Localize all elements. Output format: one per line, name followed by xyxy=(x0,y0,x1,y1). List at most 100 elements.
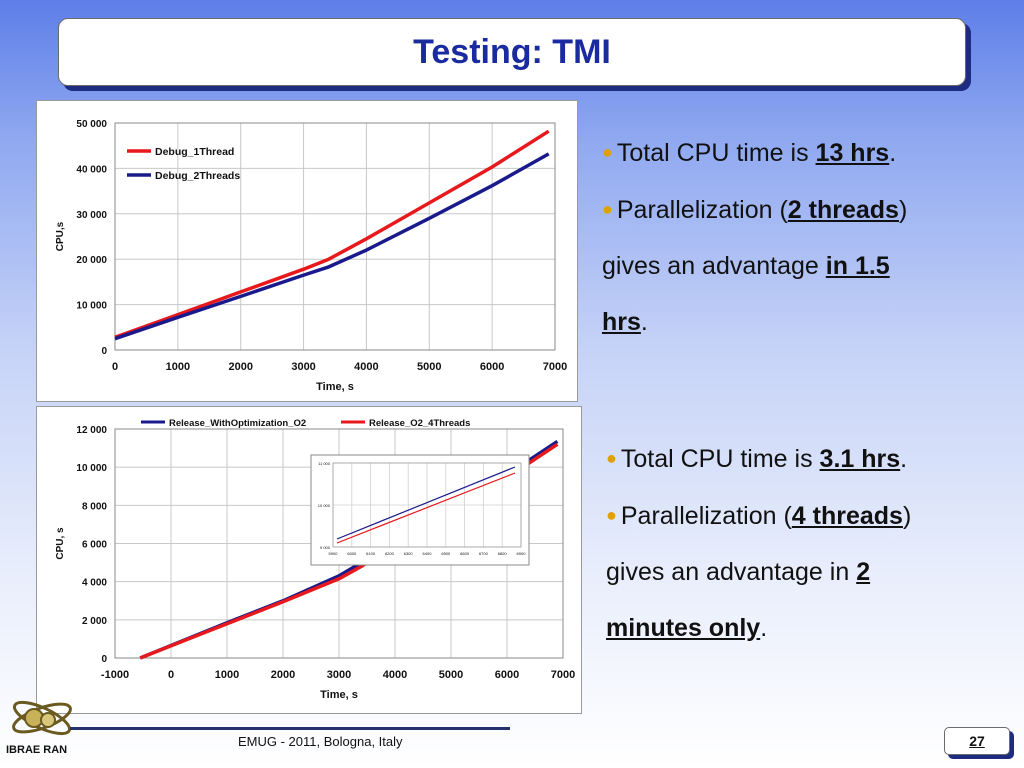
bullet-emphasis: 2 xyxy=(856,558,871,586)
bullet-text-end: . xyxy=(889,139,897,167)
atom-logo-icon xyxy=(12,700,72,736)
y-tick-label: 50 000 xyxy=(76,119,107,130)
legend-label: Debug_1Thread xyxy=(155,146,234,158)
y-tick-label: 20 000 xyxy=(76,255,107,266)
x-tick-label: 4000 xyxy=(354,361,378,373)
inset-x-tick: 6100 xyxy=(366,551,376,556)
chart-debug-box: 0 1000 2000 3000 4000 5000 6000 7000 0 10 000 20 0… xyxy=(36,100,578,402)
bullet-row: hrs. xyxy=(602,294,907,350)
bullet-text-end: ) xyxy=(902,502,912,530)
bullet-row: gives an advantage in 2 xyxy=(606,544,911,600)
series-line xyxy=(114,152,550,341)
inset-x-tick: 6500 xyxy=(441,551,451,556)
x-axis-label: Time, s xyxy=(316,381,354,393)
bullet-dot-icon: ● xyxy=(602,199,613,219)
x-tick-label: 2000 xyxy=(271,669,295,681)
bullet-text-end: . xyxy=(760,614,768,642)
bullet-dot-icon: ● xyxy=(606,448,617,468)
bullets-bottom: ● Total CPU time is 3.1 hrs. ● Paralleliza… xyxy=(606,430,911,656)
y-axis-label: CPU,s xyxy=(55,221,66,251)
y-tick-label: 40 000 xyxy=(76,164,107,175)
x-tick-label: 4000 xyxy=(383,669,407,681)
y-tick-label: 0 xyxy=(101,346,107,357)
inset-y-tick: 11 000 xyxy=(318,461,331,466)
logo-text: IBRAE RAN xyxy=(6,744,68,756)
bullet-text: Total CPU time is xyxy=(616,139,816,167)
footer-divider xyxy=(70,727,510,730)
y-tick-label: 8 000 xyxy=(82,501,107,512)
bullet-text: gives an advantage xyxy=(602,252,826,280)
x-tick-label: 5000 xyxy=(439,669,463,681)
bullet-emphasis: in 1.5 xyxy=(825,252,890,280)
y-tick-label: 12 000 xyxy=(76,425,107,436)
inset-y-tick: 9 000 xyxy=(320,545,331,550)
x-tick-label: 0 xyxy=(168,669,174,681)
x-tick-label: 7000 xyxy=(543,361,567,373)
bullet-row: ● Parallelization (2 threads) xyxy=(602,181,907,238)
legend-label: Release_O2_4Threads xyxy=(369,418,470,429)
bullet-text-end: . xyxy=(640,308,648,336)
x-tick-label: 7000 xyxy=(551,669,575,681)
y-tick-label: 10 000 xyxy=(76,301,107,312)
bullet-emphasis: 2 threads xyxy=(787,196,899,224)
bullet-emphasis: 3.1 hrs xyxy=(819,445,901,473)
x-tick-label: 3000 xyxy=(291,361,315,373)
bullet-emphasis: hrs xyxy=(602,308,641,336)
inset-x-tick: 6800 xyxy=(498,551,508,556)
y-tick-label: 4 000 xyxy=(82,578,107,589)
x-tick-label: 1000 xyxy=(166,361,190,373)
page-number: 27 xyxy=(944,727,1010,755)
y-tick-label: 30 000 xyxy=(76,210,107,221)
inset-x-tick: 6300 xyxy=(404,551,414,556)
chart-release-box: -1000 0 1000 2000 3000 4000 5000 6000 7000 0 2 000… xyxy=(36,406,582,714)
slide-title: Testing: TMI xyxy=(413,33,611,71)
bullet-row: ● Total CPU time is 3.1 hrs. xyxy=(606,430,911,487)
inset-x-tick: 6200 xyxy=(385,551,395,556)
x-tick-label: 6000 xyxy=(480,361,504,373)
inset-x-tick: 6000 xyxy=(347,551,357,556)
y-axis-label: CPU, s xyxy=(55,527,66,560)
series-line xyxy=(114,129,550,339)
inset-y-tick: 10 000 xyxy=(318,503,331,508)
bullets-top: ● Total CPU time is 13 hrs. ● Parallelizat… xyxy=(602,124,907,350)
bullet-dot-icon: ● xyxy=(606,505,617,525)
bullet-text: gives an advantage in xyxy=(606,558,857,586)
x-tick-label: 3000 xyxy=(327,669,351,681)
title-box: Testing: TMI xyxy=(58,18,966,86)
inset-x-tick: 6700 xyxy=(479,551,489,556)
x-tick-label: 2000 xyxy=(228,361,252,373)
y-tick-label: 10 000 xyxy=(76,463,107,474)
y-tick-label: 0 xyxy=(101,654,107,665)
bullet-dot-icon: ● xyxy=(602,142,613,162)
footer-text: EMUG - 2011, Bologna, Italy xyxy=(238,734,403,749)
y-tick-label: 6 000 xyxy=(82,540,107,551)
inset-series-line xyxy=(336,472,516,544)
plot-area xyxy=(114,428,564,659)
chart-debug: 0 1000 2000 3000 4000 5000 6000 7000 0 10 000 20 0… xyxy=(55,119,567,393)
x-axis-label: Time, s xyxy=(320,689,358,701)
y-tick-label: 2 000 xyxy=(82,616,107,627)
inset-x-tick: 6400 xyxy=(423,551,433,556)
legend-label: Debug_2Threads xyxy=(155,170,240,182)
x-tick-label: 0 xyxy=(112,361,118,373)
inset-series-line xyxy=(336,466,516,540)
legend-label: Release_WithOptimization_O2 xyxy=(169,418,306,429)
inset-x-tick: 6600 xyxy=(460,551,470,556)
inset-x-tick: 6900 xyxy=(517,551,527,556)
bullet-text: Total CPU time is xyxy=(620,445,820,473)
bullet-row: minutes only. xyxy=(606,600,911,656)
bullet-text: Parallelization ( xyxy=(620,502,792,530)
inset-plot-area xyxy=(332,462,522,548)
x-tick-label: 5000 xyxy=(417,361,441,373)
bullet-text: Parallelization ( xyxy=(616,196,788,224)
bullet-row: ● Total CPU time is 13 hrs. xyxy=(602,124,907,181)
bullet-text-end: ) xyxy=(898,196,908,224)
x-tick-label: 6000 xyxy=(495,669,519,681)
inset-x-tick: 5900 xyxy=(329,551,339,556)
plot-area xyxy=(114,122,556,351)
x-tick-label: -1000 xyxy=(101,669,129,681)
chart-release: -1000 0 1000 2000 3000 4000 5000 6000 7000 0 2 000… xyxy=(55,418,575,701)
bullet-emphasis: minutes only xyxy=(606,614,761,642)
x-tick-label: 1000 xyxy=(215,669,239,681)
bullet-text-end: . xyxy=(900,445,908,473)
